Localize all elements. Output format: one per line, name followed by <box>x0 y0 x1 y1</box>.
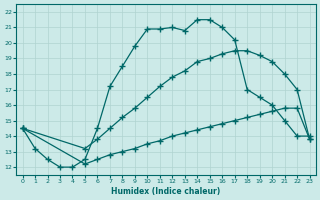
X-axis label: Humidex (Indice chaleur): Humidex (Indice chaleur) <box>111 187 221 196</box>
